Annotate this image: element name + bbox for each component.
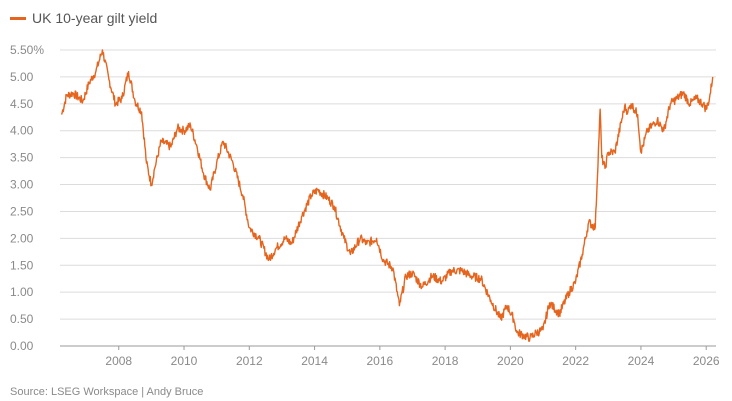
- series-layer: [60, 49, 714, 342]
- y-tick-label: 1.00: [10, 285, 34, 299]
- x-tick-label: 2008: [105, 354, 132, 368]
- y-tick-label: 1.50: [10, 258, 34, 272]
- y-tick-label: 5.50%: [10, 43, 44, 57]
- x-tick-label: 2012: [236, 354, 263, 368]
- x-tick-label: 2010: [171, 354, 198, 368]
- y-tick-label: 3.00: [10, 178, 34, 192]
- y-tick-label: 2.00: [10, 231, 34, 245]
- x-tick-label: 2018: [432, 354, 459, 368]
- y-tick-label: 2.50: [10, 204, 34, 218]
- x-tick-label: 2014: [301, 354, 328, 368]
- legend-label: UK 10-year gilt yield: [32, 10, 158, 26]
- y-axis-ticks: 0.00 0.50 1.00 1.50 2.00 2.50 3.00 3.50 4.00 4.50…: [10, 43, 44, 353]
- y-tick-label: 4.50: [10, 97, 34, 111]
- x-tick-label: 2020: [497, 354, 524, 368]
- source-note: Source: LSEG Workspace | Andy Bruce: [10, 386, 204, 398]
- y-tick-label: 3.50: [10, 151, 34, 165]
- x-tick-label: 2026: [693, 354, 720, 368]
- x-tick-label: 2024: [628, 354, 655, 368]
- x-axis-ticks: 2008 2010 2012 2014 2016 2018 2020 2022 2024 2026: [105, 346, 720, 368]
- x-tick-label: 2022: [562, 354, 589, 368]
- legend-swatch: [10, 16, 26, 20]
- y-tick-label: 0.50: [10, 312, 34, 326]
- series-line-gilt-yield: [60, 49, 714, 342]
- y-tick-label: 0.00: [10, 339, 34, 353]
- y-tick-label: 5.00: [10, 70, 34, 84]
- y-tick-label: 4.00: [10, 124, 34, 138]
- x-tick-label: 2016: [366, 354, 393, 368]
- legend: UK 10-year gilt yield: [10, 8, 157, 28]
- gridlines: [60, 49, 716, 347]
